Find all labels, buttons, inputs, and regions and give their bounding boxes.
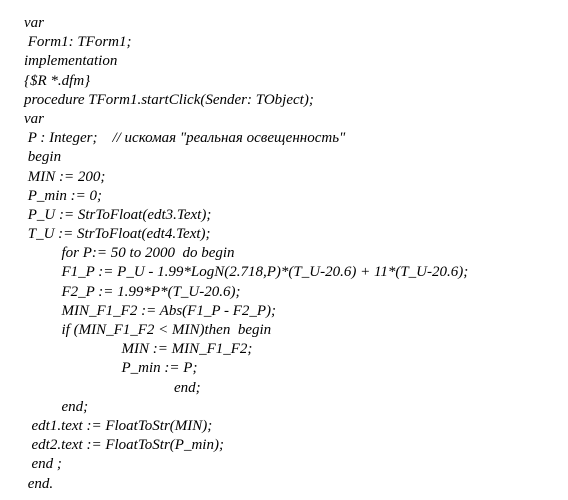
code-line: MIN := 200;	[24, 168, 558, 187]
code-line: P : Integer; // искомая "реальная освеще…	[24, 129, 558, 148]
code-line: end;	[24, 398, 558, 417]
code-line: var	[24, 14, 558, 33]
code-block: var Form1: TForm1;implementation{$R *.df…	[0, 0, 568, 500]
code-line: end ;	[24, 455, 558, 474]
code-line: Form1: TForm1;	[24, 33, 558, 52]
code-line: edt1.text := FloatToStr(MIN);	[24, 417, 558, 436]
code-line: edt2.text := FloatToStr(P_min);	[24, 436, 558, 455]
code-line: F1_P := P_U - 1.99*LogN(2.718,P)*(T_U-20…	[24, 263, 558, 282]
code-line: {$R *.dfm}	[24, 72, 558, 91]
code-line: var	[24, 110, 558, 129]
code-line: F2_P := 1.99*P*(T_U-20.6);	[24, 283, 558, 302]
code-line: if (MIN_F1_F2 < MIN)then begin	[24, 321, 558, 340]
code-line: end;	[24, 379, 558, 398]
code-line: P_min := 0;	[24, 187, 558, 206]
code-line: procedure TForm1.startClick(Sender: TObj…	[24, 91, 558, 110]
code-line: implementation	[24, 52, 558, 71]
code-line: begin	[24, 148, 558, 167]
code-line: for P:= 50 to 2000 do begin	[24, 244, 558, 263]
code-line: P_min := P;	[24, 359, 558, 378]
code-line: MIN_F1_F2 := Abs(F1_P - F2_P);	[24, 302, 558, 321]
code-line: P_U := StrToFloat(edt3.Text);	[24, 206, 558, 225]
code-line: T_U := StrToFloat(edt4.Text);	[24, 225, 558, 244]
code-line: end.	[24, 475, 558, 494]
code-line: MIN := MIN_F1_F2;	[24, 340, 558, 359]
